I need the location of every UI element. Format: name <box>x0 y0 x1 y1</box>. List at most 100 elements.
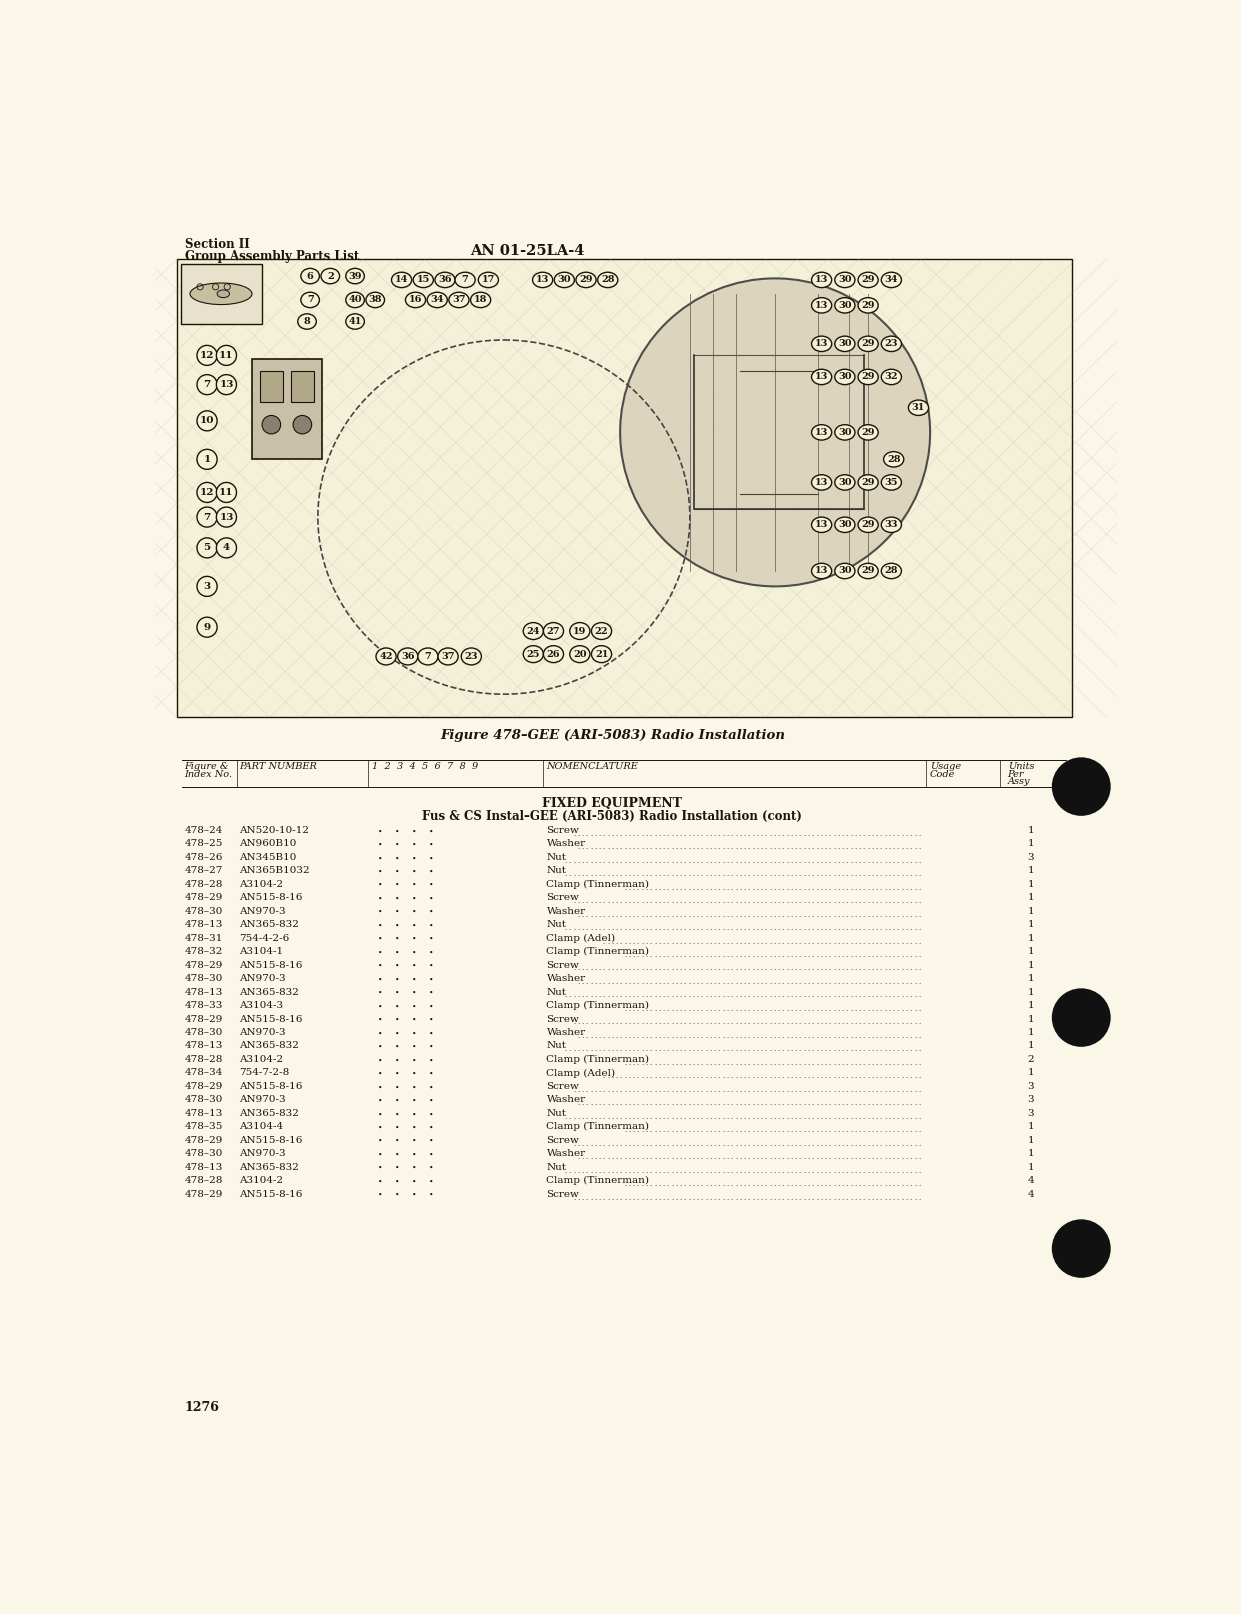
Text: .: . <box>808 1127 809 1135</box>
Text: .: . <box>761 1046 763 1054</box>
Text: Figure 478–GEE (ARI-5083) Radio Installation: Figure 478–GEE (ARI-5083) Radio Installa… <box>439 730 784 742</box>
Text: .: . <box>799 857 800 865</box>
Text: .: . <box>880 843 882 851</box>
Text: .: . <box>735 843 737 851</box>
Text: .: . <box>910 843 912 851</box>
Circle shape <box>262 415 280 434</box>
Text: .: . <box>815 1086 818 1094</box>
Text: .: . <box>714 1006 716 1014</box>
Text: .: . <box>624 1127 627 1135</box>
Text: .: . <box>735 1180 737 1188</box>
Text: .: . <box>875 843 877 851</box>
Text: .: . <box>808 830 809 838</box>
Text: AN365-832: AN365-832 <box>238 920 299 930</box>
Text: •: • <box>412 949 416 957</box>
Text: .: . <box>906 1139 907 1148</box>
Text: .: . <box>692 1006 695 1014</box>
Text: .: . <box>671 1167 673 1175</box>
Text: .: . <box>658 1193 660 1201</box>
Text: .: . <box>645 1059 648 1067</box>
Text: .: . <box>859 1139 861 1148</box>
Text: .: . <box>710 1193 711 1201</box>
Text: .: . <box>598 910 601 918</box>
Text: .: . <box>692 1059 695 1067</box>
Text: .: . <box>731 1127 733 1135</box>
Text: .: . <box>637 1059 639 1067</box>
Text: .: . <box>654 1139 656 1148</box>
Text: .: . <box>773 897 776 905</box>
Text: .: . <box>731 843 733 851</box>
Text: .: . <box>871 925 874 931</box>
Text: .: . <box>582 965 583 973</box>
Text: .: . <box>841 1112 844 1120</box>
Text: .: . <box>854 857 856 865</box>
Text: .: . <box>782 1127 784 1135</box>
Text: .: . <box>815 1180 818 1188</box>
Text: .: . <box>598 1099 601 1107</box>
Text: .: . <box>820 1152 823 1160</box>
Text: •: • <box>377 868 382 876</box>
Text: .: . <box>769 870 771 878</box>
Text: •: • <box>412 868 416 876</box>
Text: .: . <box>854 1072 856 1080</box>
Text: 478–26: 478–26 <box>185 852 223 862</box>
Text: .: . <box>764 910 767 918</box>
Text: .: . <box>717 857 720 865</box>
Text: Figure &: Figure & <box>185 762 230 771</box>
Text: .: . <box>897 938 898 946</box>
Text: 13: 13 <box>815 339 828 349</box>
Text: .: . <box>628 991 630 999</box>
Text: 29: 29 <box>861 520 875 529</box>
Text: .: . <box>761 870 763 878</box>
Text: .: . <box>633 1006 635 1014</box>
Text: .: . <box>794 951 797 959</box>
Text: .: . <box>645 1099 648 1107</box>
Ellipse shape <box>544 623 563 639</box>
Text: .: . <box>892 938 895 946</box>
Text: .: . <box>743 1139 746 1148</box>
Text: .: . <box>586 1099 588 1107</box>
Text: .: . <box>913 1152 916 1160</box>
Text: .: . <box>778 1193 779 1201</box>
Text: 478–27: 478–27 <box>185 867 223 875</box>
Text: .: . <box>696 857 699 865</box>
Text: .: . <box>913 1059 916 1067</box>
Text: .: . <box>663 1006 665 1014</box>
Text: .: . <box>786 1031 788 1039</box>
Text: .: . <box>773 857 776 865</box>
Text: .: . <box>859 857 861 865</box>
Text: .: . <box>586 1112 588 1120</box>
Text: .: . <box>658 1180 660 1188</box>
Text: .: . <box>833 925 835 931</box>
Text: .: . <box>616 897 618 905</box>
Text: .: . <box>862 1139 865 1148</box>
Text: .: . <box>688 1018 690 1027</box>
Text: .: . <box>850 910 853 918</box>
Text: .: . <box>761 1059 763 1067</box>
Text: .: . <box>671 1127 673 1135</box>
Text: .: . <box>913 1167 916 1175</box>
Text: .: . <box>598 1031 601 1039</box>
Text: .: . <box>815 1193 818 1201</box>
Text: .: . <box>761 1006 763 1014</box>
Text: .: . <box>675 1112 678 1120</box>
Text: .: . <box>717 1193 720 1201</box>
Text: .: . <box>705 1006 707 1014</box>
Text: .: . <box>705 897 707 905</box>
Text: .: . <box>803 1099 805 1107</box>
Text: .: . <box>918 910 921 918</box>
Text: .: . <box>799 870 800 878</box>
Text: .: . <box>913 883 916 891</box>
Text: .: . <box>867 1180 869 1188</box>
Text: .: . <box>726 1018 728 1027</box>
Text: .: . <box>594 830 597 838</box>
Circle shape <box>216 345 237 365</box>
Text: .: . <box>666 1072 669 1080</box>
Text: .: . <box>717 1099 720 1107</box>
Ellipse shape <box>858 475 879 491</box>
Ellipse shape <box>881 475 901 491</box>
Text: .: . <box>803 897 805 905</box>
Text: .: . <box>654 978 656 986</box>
Text: .: . <box>752 1193 755 1201</box>
Text: .: . <box>740 1059 741 1067</box>
